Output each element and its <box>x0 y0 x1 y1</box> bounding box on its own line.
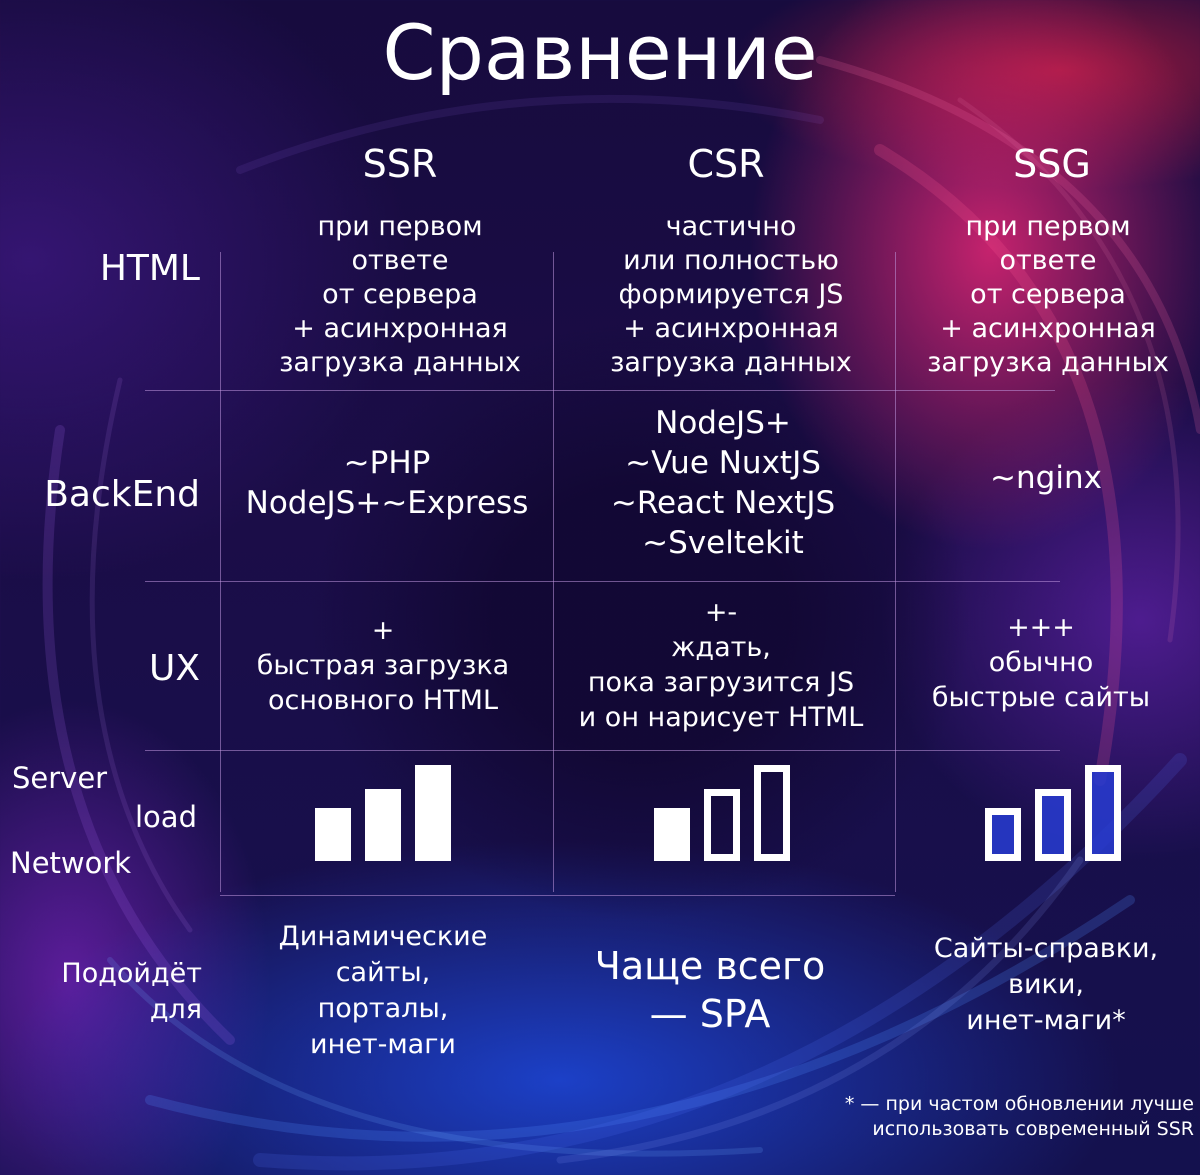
cell-line: порталы, <box>317 992 449 1024</box>
page-title: Сравнение <box>382 8 818 97</box>
row-label-use-for-line: Подойдёт <box>61 958 202 989</box>
cell-line: + асинхронная <box>292 313 508 344</box>
cell-line: — SPA <box>649 992 771 1036</box>
cell-line: сайты, <box>335 956 431 988</box>
cell-line: Чаще всего <box>594 944 826 988</box>
cell-line: ~Sveltekit <box>642 525 804 561</box>
row-label-load: load <box>135 800 197 834</box>
cell-html-csr: частично или полностью формируется JS + … <box>566 210 896 380</box>
column-header-ssg: SSG <box>1013 142 1091 186</box>
cell-line: обычно <box>988 647 1094 678</box>
cell-line: + асинхронная <box>623 313 839 344</box>
cell-line: и он нарисует HTML <box>578 702 864 733</box>
cell-use-for-ssg: Сайты-справки, вики, инет-маги* <box>896 915 1196 1055</box>
row-label-backend: BackEnd <box>44 474 200 515</box>
cell-line: + <box>371 614 395 646</box>
footnote-line: использовать современный SSR <box>872 1118 1194 1140</box>
cell-line: при первом <box>317 211 483 242</box>
cell-use-for-csr: Чаще всего — SPA <box>545 920 875 1060</box>
load-bar-1 <box>315 808 351 861</box>
load-bars-ssr <box>315 765 465 865</box>
cell-line: основного HTML <box>267 684 499 716</box>
row-label-use-for-line: для <box>149 994 202 1025</box>
cell-line: + асинхронная <box>940 313 1156 344</box>
row-label-use-for: Подойдёт для <box>61 956 202 1028</box>
row-label-server: Server <box>12 761 108 795</box>
grid-line-horizontal-1 <box>145 390 1055 391</box>
load-bar-3 <box>754 765 790 861</box>
cell-line: ~Vue NuxtJS <box>625 445 821 481</box>
cell-ux-ssg: +++ обычно быстрые сайты <box>896 590 1186 735</box>
cell-ux-ssr: + быстрая загрузка основного HTML <box>218 590 548 740</box>
cell-line: NodeJS+ <box>655 405 791 441</box>
cell-line: загрузка данных <box>610 347 852 378</box>
cell-html-ssg: при первом ответе от сервера + асинхронн… <box>900 210 1196 380</box>
load-bar-1 <box>985 808 1021 861</box>
cell-line: при первом <box>965 211 1131 242</box>
cell-line: быстрые сайты <box>931 682 1151 713</box>
cell-backend-csr: NodeJS+ ~Vue NuxtJS ~React NextJS ~Svelt… <box>558 398 888 568</box>
cell-line: ~React NextJS <box>610 485 836 521</box>
cell-line: вики, <box>1008 969 1084 1000</box>
cell-line: ответе <box>351 245 449 276</box>
cell-line: или полностью <box>623 245 839 276</box>
cell-line: пока загрузится JS <box>587 667 855 698</box>
cell-line: +- <box>704 597 738 628</box>
cell-line: от сервера <box>322 279 478 310</box>
cell-line: ~PHP <box>343 445 431 481</box>
load-bar-3 <box>1085 765 1121 861</box>
cell-line: ждать, <box>671 632 771 663</box>
load-bar-1 <box>654 808 690 861</box>
row-label-ux: UX <box>148 648 200 689</box>
column-header-csr: CSR <box>687 142 765 186</box>
row-label-html: HTML <box>99 248 200 289</box>
load-bars-ssg <box>985 765 1135 865</box>
load-bar-3 <box>415 765 451 861</box>
grid-line-vertical-2 <box>553 252 554 892</box>
cell-line: инет-маги <box>310 1028 456 1060</box>
cell-line: ~nginx <box>990 460 1102 496</box>
grid-line-vertical-1 <box>220 252 221 892</box>
load-bar-2 <box>704 789 740 861</box>
footnote-line: * — при частом обновлении лучше <box>844 1093 1194 1115</box>
cell-line: от сервера <box>970 279 1126 310</box>
load-bar-2 <box>365 789 401 861</box>
cell-ux-csr: +- ждать, пока загрузится JS и он нарису… <box>556 590 886 740</box>
cell-line: ответе <box>999 245 1097 276</box>
cell-line: формируется JS <box>618 279 844 310</box>
cell-line: +++ <box>1007 612 1075 643</box>
load-bars-csr <box>654 765 804 865</box>
cell-html-ssr: при первом ответе от сервера + асинхронн… <box>235 210 565 380</box>
cell-line: инет-маги* <box>966 1005 1126 1036</box>
cell-line: загрузка данных <box>279 347 521 378</box>
grid-line-vertical-3 <box>895 252 896 892</box>
grid-line-horizontal-3 <box>145 750 1060 751</box>
footnote: * — при частом обновлении лучше использо… <box>845 1092 1194 1142</box>
grid-line-horizontal-4 <box>220 895 895 896</box>
cell-backend-ssg: ~nginx <box>896 398 1196 558</box>
cell-line: NodeJS+~Express <box>245 485 529 521</box>
cell-line: частично <box>665 211 797 242</box>
load-bar-2 <box>1035 789 1071 861</box>
grid-line-horizontal-2 <box>145 581 1060 582</box>
cell-line: загрузка данных <box>927 347 1169 378</box>
cell-line: Динамические <box>278 920 488 952</box>
column-header-ssr: SSR <box>362 142 438 186</box>
cell-line: Сайты-справки, <box>933 933 1159 964</box>
cell-use-for-ssr: Динамические сайты, порталы, инет-маги <box>218 908 548 1073</box>
cell-backend-ssr: ~PHP NodeJS+~Express <box>222 398 552 568</box>
row-label-network: Network <box>10 846 132 880</box>
cell-line: быстрая загрузка <box>256 649 510 681</box>
